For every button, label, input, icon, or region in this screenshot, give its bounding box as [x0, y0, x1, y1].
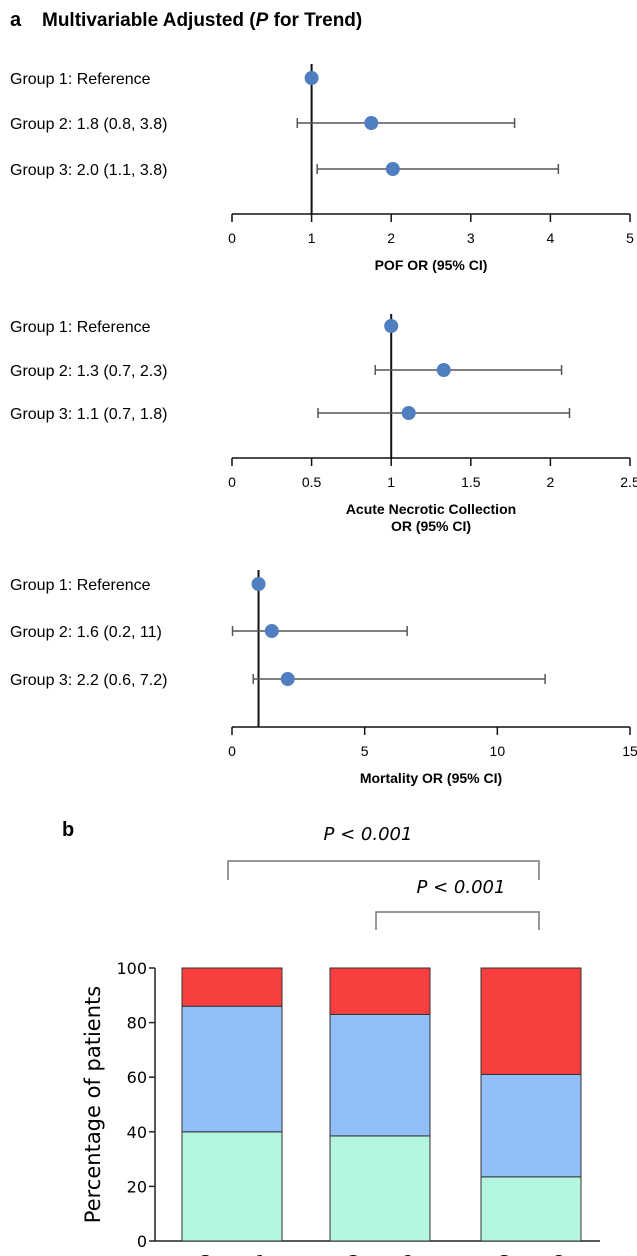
row-label: Group 3: 1.1 (0.7, 1.8) [10, 406, 167, 423]
row-label: Group 1: Reference [10, 71, 151, 88]
forest-plot-mortality: 0 5 10 15 Mortality OR (95% CI) Group 1: Refe… [10, 570, 637, 786]
panel-a-title-p: P [256, 10, 269, 31]
bar-segment [329, 967, 431, 1015]
comparison-bracket [375, 911, 540, 930]
panel-a-title-suffix: for Trend) [268, 10, 362, 31]
x-category-label: Group 2 [346, 1252, 414, 1256]
p-value-label: P < 0.001 [324, 824, 413, 845]
row-label: Group 1: Reference [10, 577, 151, 594]
y-tick-label: 80 [127, 1014, 147, 1033]
panel-a-title-prefix: Multivariable Adjusted ( [42, 10, 256, 31]
x-tick-label: 2.5 [620, 474, 637, 490]
or-point [304, 71, 319, 85]
bar-segment [480, 967, 582, 1075]
forest-plot-pof: 0 1 2 3 4 5 POF OR (95% CI) Group 1: Reference G… [10, 64, 634, 273]
x-tick-label: 3 [467, 230, 475, 246]
bar-segment [181, 967, 283, 1007]
bar-segment [181, 1005, 283, 1133]
x-tick-label: 5 [626, 230, 634, 246]
or-point [264, 624, 279, 638]
y-tick-label: 100 [116, 959, 147, 978]
x-tick-label: 10 [490, 743, 506, 759]
or-point [364, 116, 379, 130]
row-label: Group 2: 1.6 (0.2, 11) [10, 624, 162, 641]
row-label: Group 3: 2.0 (1.1, 3.8) [10, 162, 167, 179]
panel-a-letter: a [10, 9, 22, 31]
or-point [436, 363, 451, 377]
or-point [280, 672, 295, 686]
bar-segment [480, 1073, 582, 1178]
row-label: Group 1: Reference [10, 319, 151, 336]
x-tick-label: 1 [387, 474, 395, 490]
x-tick-label: 2 [387, 230, 395, 246]
row-label: Group 2: 1.3 (0.7, 2.3) [10, 363, 167, 380]
or-point [251, 577, 266, 591]
panel-b-letter: b [62, 819, 74, 841]
y-tick-label: 20 [127, 1177, 147, 1196]
x-tick-label: 1.5 [461, 474, 481, 490]
or-point [384, 319, 399, 333]
y-tick-label: 40 [127, 1123, 147, 1142]
or-point [401, 406, 416, 420]
panel-a-title: Multivariable Adjusted (P for Trend) [42, 10, 362, 31]
x-tick-label: 15 [622, 743, 637, 759]
comparison-bracket [227, 860, 540, 880]
x-axis-title: Acute Necrotic Collection [346, 501, 516, 517]
x-tick-label: 0 [228, 230, 236, 246]
stacked-bar-chart: 0 20 40 60 80 100 Percentage of patients Group … [81, 824, 600, 1256]
x-category-label: Group 3 [497, 1252, 565, 1256]
bar-segment [181, 1131, 283, 1242]
bar-segment [480, 1176, 582, 1242]
y-tick-label: 60 [127, 1068, 147, 1087]
forest-plot-necrotic-collection: 0 0.5 1 1.5 2 2.5 Acute Necrotic CollectionOR … [10, 314, 637, 534]
bar-segment [329, 1013, 431, 1137]
x-tick-label: 4 [547, 230, 555, 246]
x-tick-label: 5 [361, 743, 369, 759]
row-label: Group 3: 2.2 (0.6, 7.2) [10, 672, 167, 689]
x-axis-title: POF OR (95% CI) [375, 257, 488, 273]
y-tick-label: 0 [137, 1232, 147, 1251]
bar-segment [329, 1135, 431, 1242]
x-tick-label: 2 [547, 474, 555, 490]
x-axis-title: Mortality OR (95% CI) [360, 770, 502, 786]
p-value-label: P < 0.001 [417, 877, 506, 898]
x-tick-label: 0 [228, 474, 236, 490]
x-tick-label: 0 [228, 743, 236, 759]
y-axis-title: Percentage of patients [81, 986, 105, 1223]
row-label: Group 2: 1.8 (0.8, 3.8) [10, 116, 167, 133]
or-point [385, 162, 400, 176]
x-axis-title: OR (95% CI) [391, 518, 471, 534]
x-tick-label: 0.5 [302, 474, 322, 490]
x-category-label: Group 1 [198, 1252, 266, 1256]
x-tick-label: 1 [308, 230, 316, 246]
